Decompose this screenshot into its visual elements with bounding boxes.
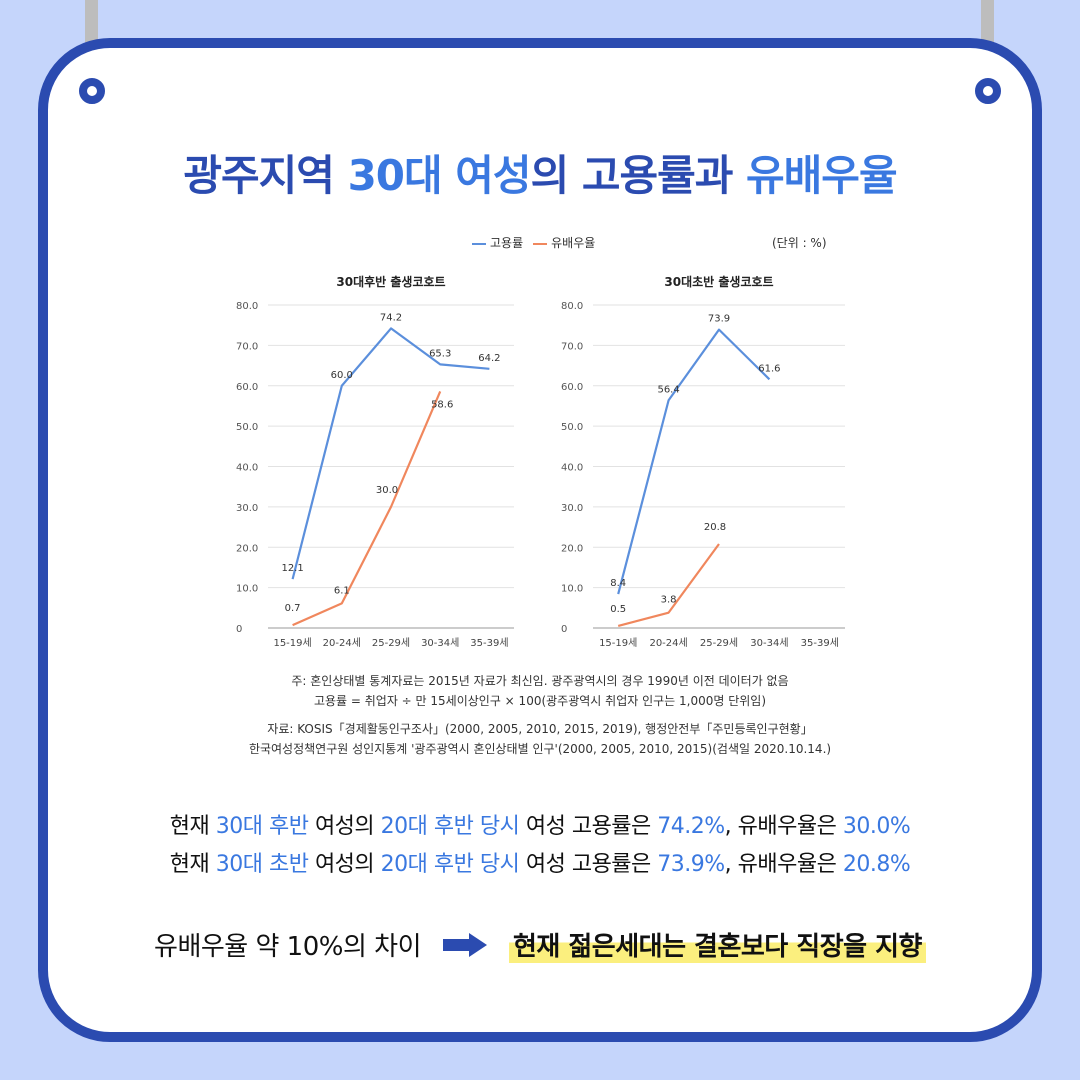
data-label: 64.2 (478, 353, 500, 364)
y-tick-label: 80.0 (236, 301, 258, 312)
unit-label: (단위 : %) (772, 236, 827, 250)
summary-text: , 유배우율은 (724, 852, 843, 877)
summary-line-2: 현재 30대 초반 여성의 20대 후반 당시 여성 고용률은 73.9%, 유… (0, 846, 1080, 878)
data-label: 56.4 (657, 384, 679, 395)
summary-highlight: 30대 후반 (215, 814, 309, 839)
series-line-marriage (292, 390, 442, 627)
summary-highlight: 30대 초반 (215, 852, 309, 877)
y-tick-label: 40.0 (236, 463, 258, 474)
y-tick-label: 10.0 (236, 584, 258, 595)
legend-employment: 고용률 (472, 234, 523, 251)
y-tick-label: 0 (561, 624, 567, 635)
title-part3: 의 고용률과 (530, 151, 734, 200)
chart-title: 30대초반 출생코호트 (664, 274, 773, 289)
chart-title: 30대후반 출생코호트 (336, 274, 445, 289)
x-tick-label: 35-39세 (801, 637, 839, 649)
series-line-employment (291, 327, 490, 580)
data-label: 20.8 (704, 522, 726, 533)
title-part1: 광주지역 (183, 151, 335, 200)
y-tick-label: 60.0 (236, 382, 258, 393)
series-line-marriage (617, 543, 720, 628)
card-frame (38, 38, 1042, 1042)
y-tick-label: 10.0 (561, 584, 583, 595)
y-tick-label: 70.0 (236, 341, 258, 352)
data-label: 60.0 (331, 370, 353, 381)
left-ring-icon (79, 78, 105, 104)
y-tick-label: 20.0 (561, 543, 583, 554)
x-tick-label: 20-24세 (323, 637, 361, 649)
data-label: 61.6 (758, 363, 780, 374)
chart-early-30s: 30대초반 출생코호트 0 10.0 20.0 30.0 40.0 50.0 60.0 70.0… (561, 274, 845, 649)
source-line-1: 자료: KOSIS「경제활동인구조사」(2000, 2005, 2010, 20… (267, 722, 813, 736)
summary-text: 여성의 (308, 852, 381, 877)
conclusion-right: 현재 젊은세대는 결혼보다 직장을 지향 (509, 926, 926, 963)
y-tick-label: 0 (236, 624, 242, 635)
summary-highlight: 20대 후반 당시 (380, 852, 520, 877)
chart-late-30s: 30대후반 출생코호트 0 10.0 20.0 30.0 40.0 50.0 60.0 70.0… (236, 274, 514, 649)
summary-text: 여성 고용률은 (519, 814, 658, 839)
data-label: 73.9 (708, 314, 730, 325)
x-tick-label: 25-29세 (700, 637, 738, 649)
x-tick-label: 30-34세 (421, 637, 459, 649)
note-line-2: 고용률 = 취업자 ÷ 만 15세이상인구 × 100(광주광역시 취업자 인구… (313, 694, 767, 708)
x-tick-label: 15-19세 (273, 637, 311, 649)
data-label: 74.2 (380, 312, 402, 323)
data-label: 3.8 (661, 595, 677, 606)
data-label: 58.6 (431, 399, 453, 410)
legend-marriage: 유배우율 (533, 234, 595, 251)
note-line-1: 주: 혼인상태별 통계자료는 2015년 자료가 최신임. 광주광역시의 경우 … (291, 674, 789, 688)
x-tick-label: 20-24세 (649, 637, 687, 649)
summary-highlight: 30.0% (842, 814, 911, 839)
x-tick-label: 35-39세 (470, 637, 508, 649)
x-tick-label: 30-34세 (750, 637, 788, 649)
chart-legend: 고용률 유배우율 (472, 234, 595, 251)
x-tick-label: 15-19세 (599, 637, 637, 649)
y-tick-label: 70.0 (561, 341, 583, 352)
summary-highlight: 20대 후반 당시 (380, 814, 520, 839)
data-label: 6.1 (334, 585, 350, 596)
title-part4: 유배우율 (746, 151, 898, 200)
data-label: 8.4 (610, 578, 626, 589)
summary-text: 여성의 (308, 814, 381, 839)
legend-employment-label: 고용률 (490, 236, 524, 250)
right-ring-icon (975, 78, 1001, 104)
x-tick-label: 25-29세 (372, 637, 410, 649)
conclusion-left: 유배우율 약 10%의 차이 (154, 932, 421, 962)
legend-marriage-label: 유배우율 (551, 236, 596, 250)
summary-text: 현재 (169, 852, 216, 877)
right-arrow-icon (443, 932, 487, 957)
summary-text: 여성 고용률은 (519, 852, 658, 877)
page-title: 광주지역 30대 여성의 고용률과 유배우율 (0, 142, 1080, 203)
data-label: 65.3 (429, 348, 451, 359)
title-part2: 30대 여성 (347, 151, 532, 200)
summary-highlight: 73.9% (657, 852, 725, 877)
y-tick-label: 20.0 (236, 543, 258, 554)
conclusion: 유배우율 약 10%의 차이 현재 젊은세대는 결혼보다 직장을 지향 (0, 926, 1080, 963)
summary-highlight: 20.8% (842, 852, 911, 877)
y-tick-label: 50.0 (236, 422, 258, 433)
summary-text: , 유배우율은 (724, 814, 843, 839)
summary-line-1: 현재 30대 후반 여성의 20대 후반 당시 여성 고용률은 74.2%, 유… (0, 808, 1080, 840)
data-label: 12.1 (281, 563, 303, 574)
y-tick-label: 80.0 (561, 301, 583, 312)
data-label: 30.0 (376, 485, 398, 496)
y-tick-label: 40.0 (561, 463, 583, 474)
y-tick-label: 30.0 (236, 503, 258, 514)
series-line-employment (617, 328, 771, 595)
y-tick-label: 50.0 (561, 422, 583, 433)
summary-text: 현재 (169, 814, 216, 839)
data-label: 0.7 (285, 603, 301, 614)
data-label: 0.5 (610, 604, 626, 615)
summary-highlight: 74.2% (657, 814, 725, 839)
y-tick-label: 60.0 (561, 382, 583, 393)
source-line-2: 한국여성정책연구원 성인지통계 '광주광역시 혼인상태별 인구'(2000, 2… (248, 742, 832, 756)
y-tick-label: 30.0 (561, 503, 583, 514)
